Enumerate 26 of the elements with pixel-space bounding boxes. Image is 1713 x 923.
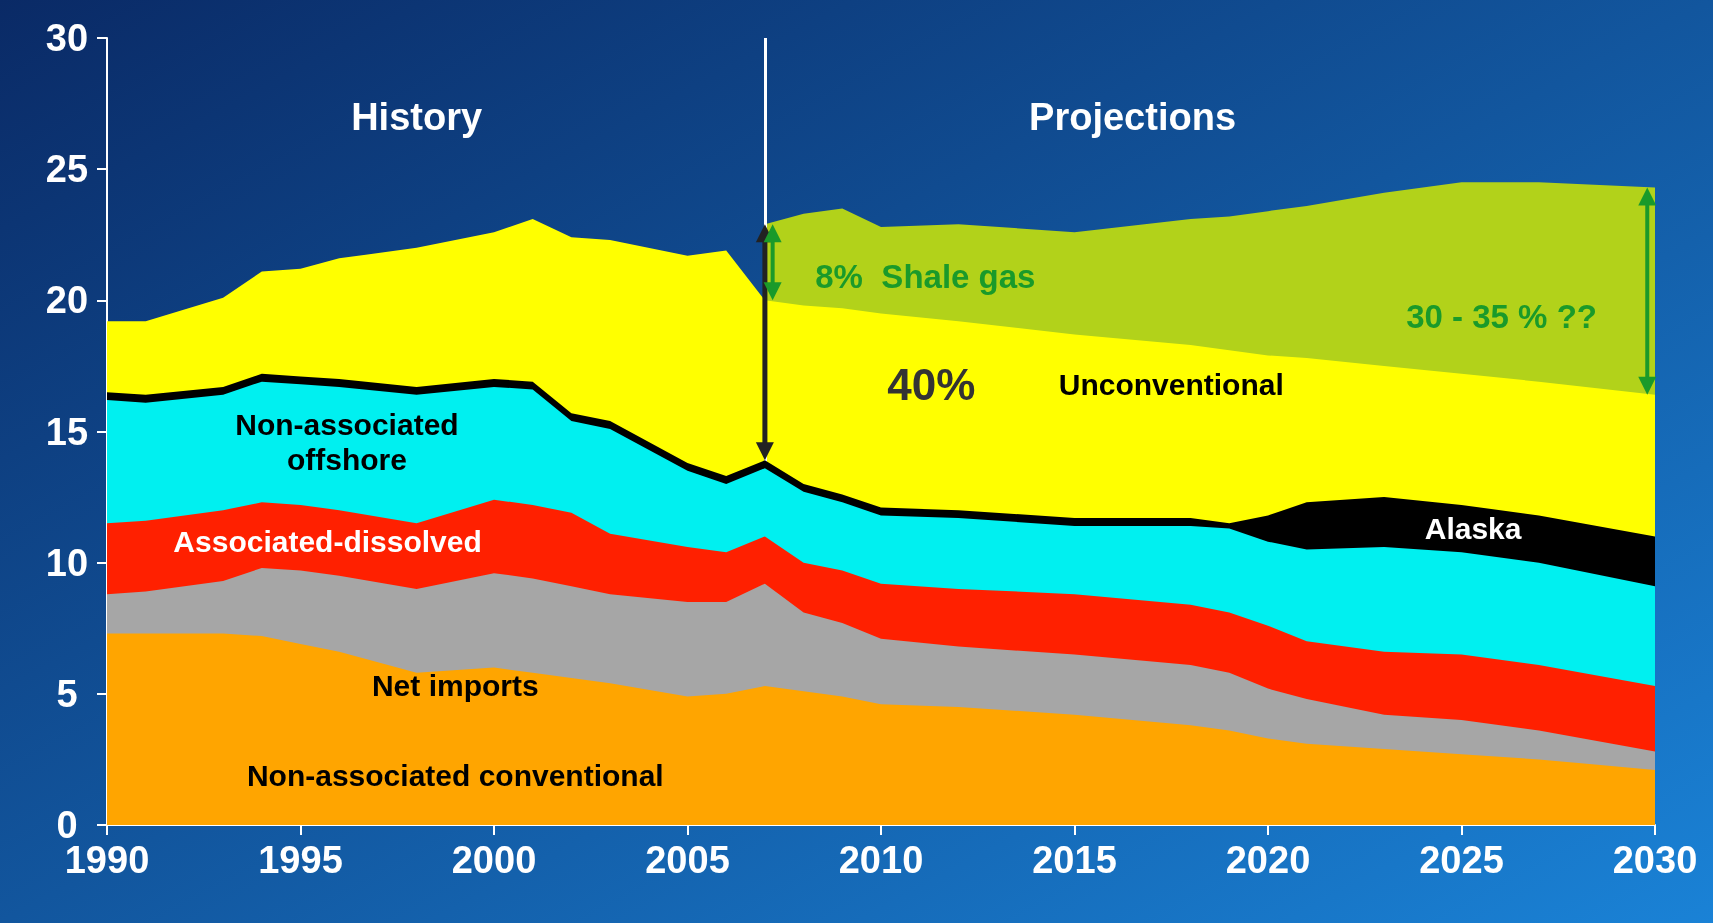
y-tick-label: 25 bbox=[45, 148, 89, 191]
x-tick-label: 2010 bbox=[838, 839, 924, 881]
annotation: 40% bbox=[887, 359, 976, 409]
y-tick-label: 5 bbox=[56, 672, 78, 715]
series-label: Alaska bbox=[1424, 512, 1522, 546]
y-tick-label: 30 bbox=[45, 17, 89, 59]
annotation: 30 - 35 % ?? bbox=[1406, 297, 1597, 335]
x-tick-label: 2005 bbox=[645, 839, 730, 881]
x-tick-label: 2020 bbox=[1225, 839, 1311, 881]
series-label: Net imports bbox=[371, 669, 539, 703]
x-tick-label: 2015 bbox=[1032, 839, 1117, 881]
annotation: Projections bbox=[1029, 95, 1237, 138]
series-label: Associated-dissolved bbox=[173, 525, 482, 559]
series-label: Unconventional bbox=[1058, 367, 1284, 401]
annotation: History bbox=[351, 95, 483, 138]
y-tick-label: 20 bbox=[45, 279, 89, 322]
x-tick-label: 2000 bbox=[451, 839, 537, 881]
x-tick-label: 2025 bbox=[1419, 839, 1504, 881]
series-label: Shale gas bbox=[881, 258, 1036, 296]
annotation: 8% bbox=[815, 258, 863, 296]
series-label: Non-associated conventional bbox=[246, 758, 664, 792]
y-tick-label: 10 bbox=[45, 541, 89, 584]
x-tick-label: 2030 bbox=[1612, 839, 1698, 881]
x-tick-label: 1995 bbox=[258, 839, 343, 881]
y-tick-label: 15 bbox=[45, 410, 89, 453]
series-label: Non-associated offshore bbox=[235, 408, 459, 476]
